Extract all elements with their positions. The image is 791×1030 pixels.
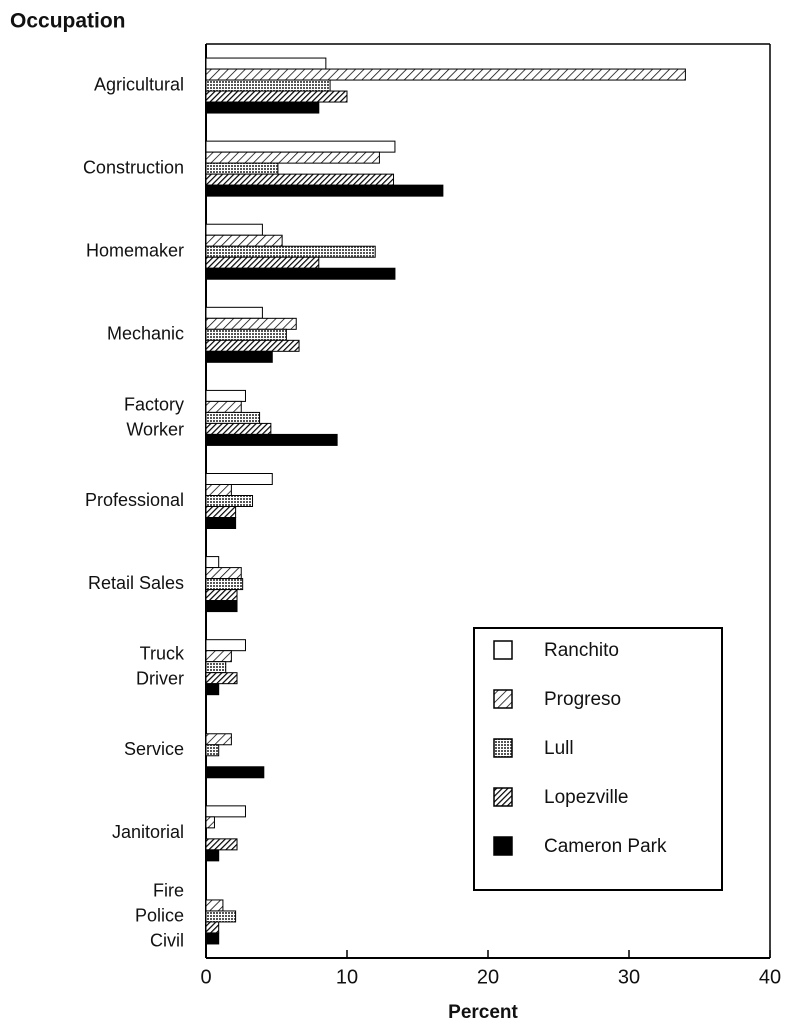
bar [205, 162, 279, 175]
y-tick-label: Mechanic [107, 324, 184, 344]
bar [205, 733, 232, 746]
bar [205, 650, 232, 663]
legend-label: Cameron Park [544, 836, 667, 857]
bar [205, 932, 220, 945]
bar [205, 339, 300, 352]
bar [205, 400, 242, 413]
bar [205, 101, 320, 114]
y-tick-label: Service [124, 739, 184, 759]
bar [205, 816, 215, 829]
bar [205, 422, 272, 435]
legend-swatch [493, 738, 513, 758]
bar [205, 910, 237, 923]
y-tick-label: Janitorial [112, 822, 184, 842]
legend-swatch [493, 640, 513, 660]
legend-label: Lull [544, 738, 574, 759]
bar [205, 838, 238, 851]
bar [205, 306, 263, 319]
bar [205, 245, 376, 258]
legend-label: Progreso [544, 689, 621, 710]
bar [205, 234, 283, 247]
y-tick-label: Construction [83, 157, 184, 177]
bar [205, 223, 263, 236]
bar [205, 639, 246, 652]
legend-swatch [493, 787, 513, 807]
bar [205, 567, 242, 580]
legend-label: Ranchito [544, 640, 619, 661]
bar [205, 556, 220, 569]
legend: Ranchito Progreso Lull Lopezville Cameron Pa… [473, 627, 723, 891]
y-tick-label: Retail Sales [88, 573, 184, 593]
bar [205, 805, 246, 818]
y-tick-label: Factory Worker [124, 394, 184, 439]
y-tick-label: Fire Police Civil [135, 880, 184, 950]
bar [205, 328, 287, 341]
x-tick-label: 0 [200, 966, 211, 988]
legend-label: Lopezville [544, 787, 629, 808]
legend-swatch [493, 836, 513, 856]
y-tick-label: Professional [85, 490, 184, 510]
bar [205, 433, 338, 446]
bar [205, 495, 254, 507]
bar [205, 317, 297, 330]
y-tick-label: Truck Driver [136, 643, 185, 688]
legend-box [473, 627, 723, 891]
legend-swatch [493, 689, 513, 709]
y-tick-label: Agricultural [94, 74, 184, 94]
bar [205, 683, 220, 696]
bar [205, 173, 395, 186]
x-tick-label: 40 [759, 966, 781, 988]
bar [205, 79, 331, 92]
bar [205, 90, 348, 103]
bar [205, 484, 232, 496]
bar [205, 350, 273, 363]
bar [205, 184, 444, 197]
bar [205, 921, 220, 934]
bar [205, 849, 220, 862]
bar [205, 600, 238, 613]
x-axis-label: Percent [448, 1002, 518, 1023]
bar [205, 140, 396, 153]
bar [205, 68, 686, 81]
bar [205, 661, 227, 674]
bar [205, 589, 238, 602]
x-tick-label: 20 [477, 966, 499, 988]
bar [205, 899, 224, 912]
x-tick-label: 10 [336, 966, 358, 988]
bar [205, 411, 261, 424]
bar [205, 389, 246, 402]
bar [205, 256, 320, 269]
x-tick-label: 30 [618, 966, 640, 988]
bar [205, 506, 237, 518]
bar [205, 57, 327, 70]
bar [205, 267, 396, 280]
bar [205, 766, 265, 779]
bar [205, 151, 380, 164]
bar [205, 672, 238, 685]
bar [205, 744, 220, 757]
chart-title: Occupation [10, 10, 126, 33]
bar [205, 473, 273, 485]
y-tick-label: Homemaker [86, 240, 184, 260]
bar [205, 517, 237, 529]
bar [205, 578, 244, 591]
